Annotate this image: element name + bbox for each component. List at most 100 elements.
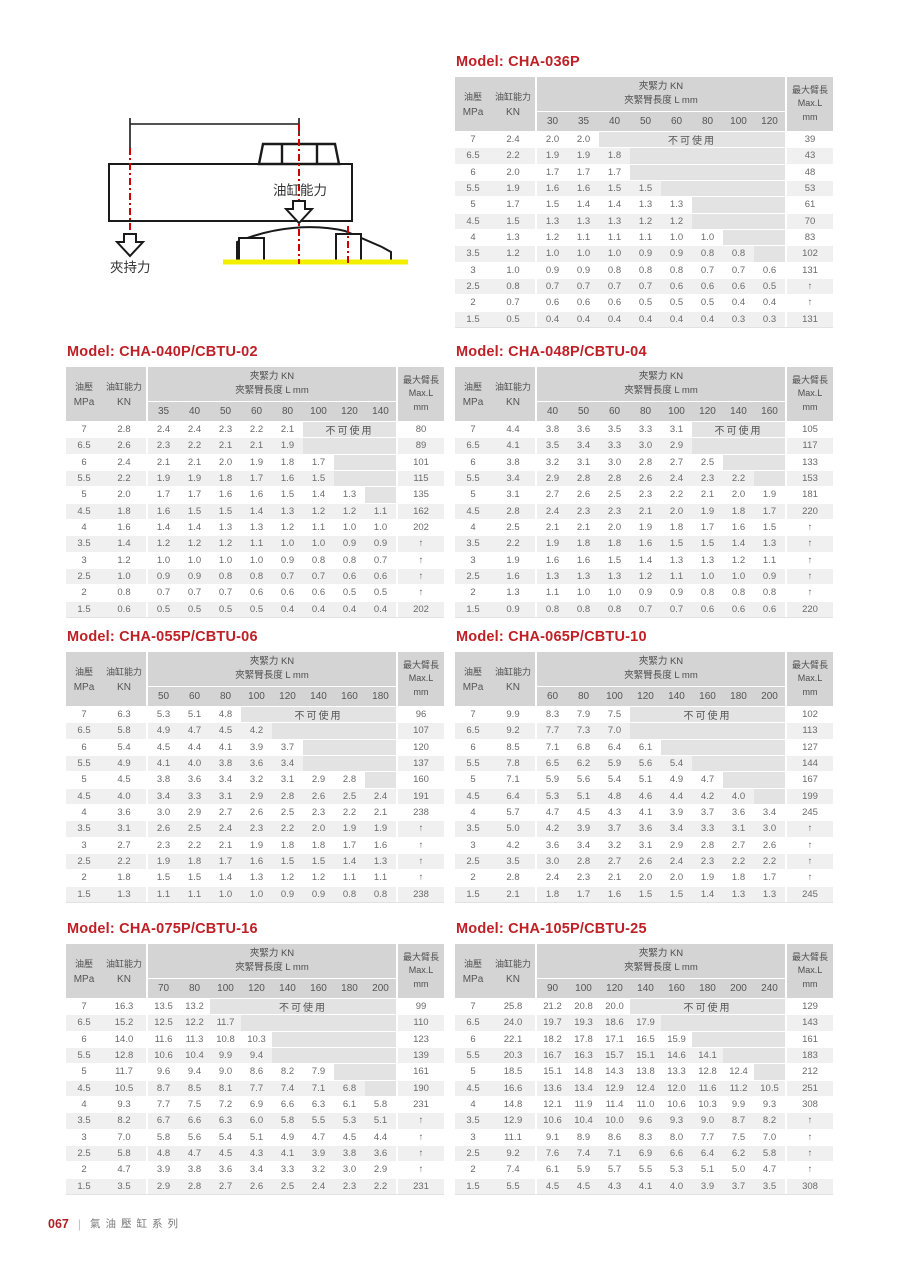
max-length-cell: 70: [787, 213, 833, 229]
force-cell: 1.6: [537, 552, 568, 568]
not-usable-cell: [723, 772, 754, 788]
force-cell: 8.0: [661, 1129, 692, 1145]
force-cell: 3.0: [334, 1162, 365, 1178]
table-row: 6 2.0 1.7 1.7 1.7 48: [455, 164, 833, 180]
force-cell: 1.2: [179, 536, 210, 552]
table-row: 5.5 12.8 10.6 10.4 9.9 9.4 139: [66, 1047, 444, 1064]
force-cell: 1.9: [272, 438, 303, 454]
force-cell: 4.4: [179, 739, 210, 755]
force-cell: 4.1: [148, 755, 179, 772]
force-cell: 9.6: [630, 1113, 661, 1129]
force-cell: 1.4: [568, 197, 599, 213]
arm-length-column-header: 120: [699, 406, 716, 417]
not-usable-region: 不可使用: [630, 999, 785, 1015]
force-cell: 2.2: [179, 837, 210, 853]
arm-length-column-header: 80: [188, 983, 201, 994]
force-cell: 7.9: [568, 707, 599, 723]
pressure-cell: 4.5: [66, 503, 102, 519]
force-cell: 0.4: [661, 311, 692, 327]
pressure-cell: 5: [455, 197, 491, 213]
force-cell: 9.0: [210, 1064, 241, 1080]
force-cell: 1.1: [365, 503, 396, 519]
capacity-cell: 3.1: [102, 821, 146, 837]
table-row: 1.5 0.9 0.8 0.8 0.8 0.7 0.7 0.6 0.6 0.6 220: [455, 601, 833, 617]
max-length-cell: 105: [787, 422, 833, 438]
force-cell: 1.2: [630, 568, 661, 585]
force-cell: 0.6: [692, 278, 723, 295]
force-cell: 1.3: [365, 853, 396, 870]
capacity-cell: 2.2: [102, 470, 146, 487]
table-row: 2 4.7 3.9 3.8 3.6 3.4 3.3 3.2 3.0 2.9 ↑: [66, 1162, 444, 1178]
capacity-cell: 5.7: [491, 804, 535, 821]
capacity-cell: 8.5: [491, 739, 535, 755]
clamp-arm-shape: [108, 163, 353, 222]
force-cell: 2.3: [692, 853, 723, 870]
clamp-force-header: 夾緊力 KN 夾緊臂長度 L mm 90 100 120 140 160 180 200 240: [537, 944, 785, 998]
pressure-cell: 2: [455, 295, 491, 311]
force-cell: 10.6: [537, 1113, 568, 1129]
max-length-cell: ↑: [787, 1145, 833, 1162]
force-cell: 1.6: [568, 552, 599, 568]
force-cell: 1.5: [272, 853, 303, 870]
capacity-cell: 9.3: [102, 1096, 146, 1113]
force-cell: 6.2: [723, 1145, 754, 1162]
not-usable-cell: [723, 164, 754, 180]
capacity-cell: 1.6: [491, 568, 535, 585]
capacity-cell: 5.8: [102, 1145, 146, 1162]
force-cell: 3.7: [272, 739, 303, 755]
force-cell: 2.8: [630, 454, 661, 470]
force-cell: 8.3: [537, 707, 568, 723]
force-cell: 1.5: [661, 536, 692, 552]
force-cell: 1.4: [303, 487, 334, 503]
force-cell: 9.6: [148, 1064, 179, 1080]
arm-length-column-header: 70: [157, 983, 170, 994]
pressure-cell: 4.5: [455, 788, 491, 804]
clamp-base-shape: [236, 226, 392, 263]
not-usable-cell: [692, 148, 723, 164]
not-usable-cell: [303, 723, 334, 739]
force-cell: 3.8: [334, 1145, 365, 1162]
force-cell: 3.8: [148, 772, 179, 788]
force-cell: 2.7: [210, 804, 241, 821]
force-cell: 3.0: [537, 853, 568, 870]
not-usable-cell: [754, 1064, 785, 1080]
force-cell: 2.3: [692, 470, 723, 487]
not-usable-cell: [272, 1015, 303, 1031]
force-cell: 7.4: [272, 1080, 303, 1096]
force-cell: 3.3: [630, 422, 661, 438]
force-cell: 17.8: [568, 1031, 599, 1047]
force-cell: 8.2: [754, 1113, 785, 1129]
max-length-cell: ↑: [787, 295, 833, 311]
not-usable-cell: [754, 1015, 785, 1031]
not-usable-cell: [365, 1047, 396, 1064]
pressure-cell: 6: [66, 739, 102, 755]
force-cell: 7.1: [537, 739, 568, 755]
model-title: Model: CHA-075P/CBTU-16: [67, 921, 258, 937]
not-usable-cell: [754, 723, 785, 739]
table-row: 5 2.0 1.7 1.7 1.6 1.6 1.5 1.4 1.3 135: [66, 487, 444, 503]
force-cell: 2.9: [661, 837, 692, 853]
force-cell: 1.0: [303, 536, 334, 552]
force-cell: 1.0: [148, 552, 179, 568]
force-cell: 6.9: [630, 1145, 661, 1162]
max-length-cell: 139: [398, 1047, 444, 1064]
cylinder-force-arrow-icon: [283, 200, 315, 225]
force-cell: 3.6: [568, 422, 599, 438]
force-cell: 2.8: [568, 470, 599, 487]
not-usable-cell: [754, 470, 785, 487]
force-cell: 2.0: [661, 870, 692, 886]
series-title: 氣油壓缸系列: [89, 1218, 183, 1230]
force-cell: 1.0: [537, 246, 568, 262]
max-length-cell: 61: [787, 197, 833, 213]
pressure-capacity-header: 油壓 MPa 油缸能力 KN: [66, 944, 146, 998]
force-cell: 0.5: [661, 295, 692, 311]
table-row: 1.5 0.5 0.4 0.4 0.4 0.4 0.4 0.4 0.3 0.3 131: [455, 311, 833, 327]
table-row: 2 1.8 1.5 1.5 1.4 1.3 1.2 1.2 1.1 1.1 ↑: [66, 870, 444, 886]
force-cell: 0.5: [148, 601, 179, 617]
pressure-cell: 2.5: [66, 853, 102, 870]
not-usable-cell: [661, 180, 692, 197]
table-header: 油壓 MPa 油缸能力 KN 夾緊力 KN 夾緊臂長度 L mm 70 80 100 120 140…: [66, 944, 444, 998]
force-cell: 1.4: [241, 503, 272, 519]
force-cell: 1.8: [723, 503, 754, 519]
not-usable-cell: [630, 723, 661, 739]
